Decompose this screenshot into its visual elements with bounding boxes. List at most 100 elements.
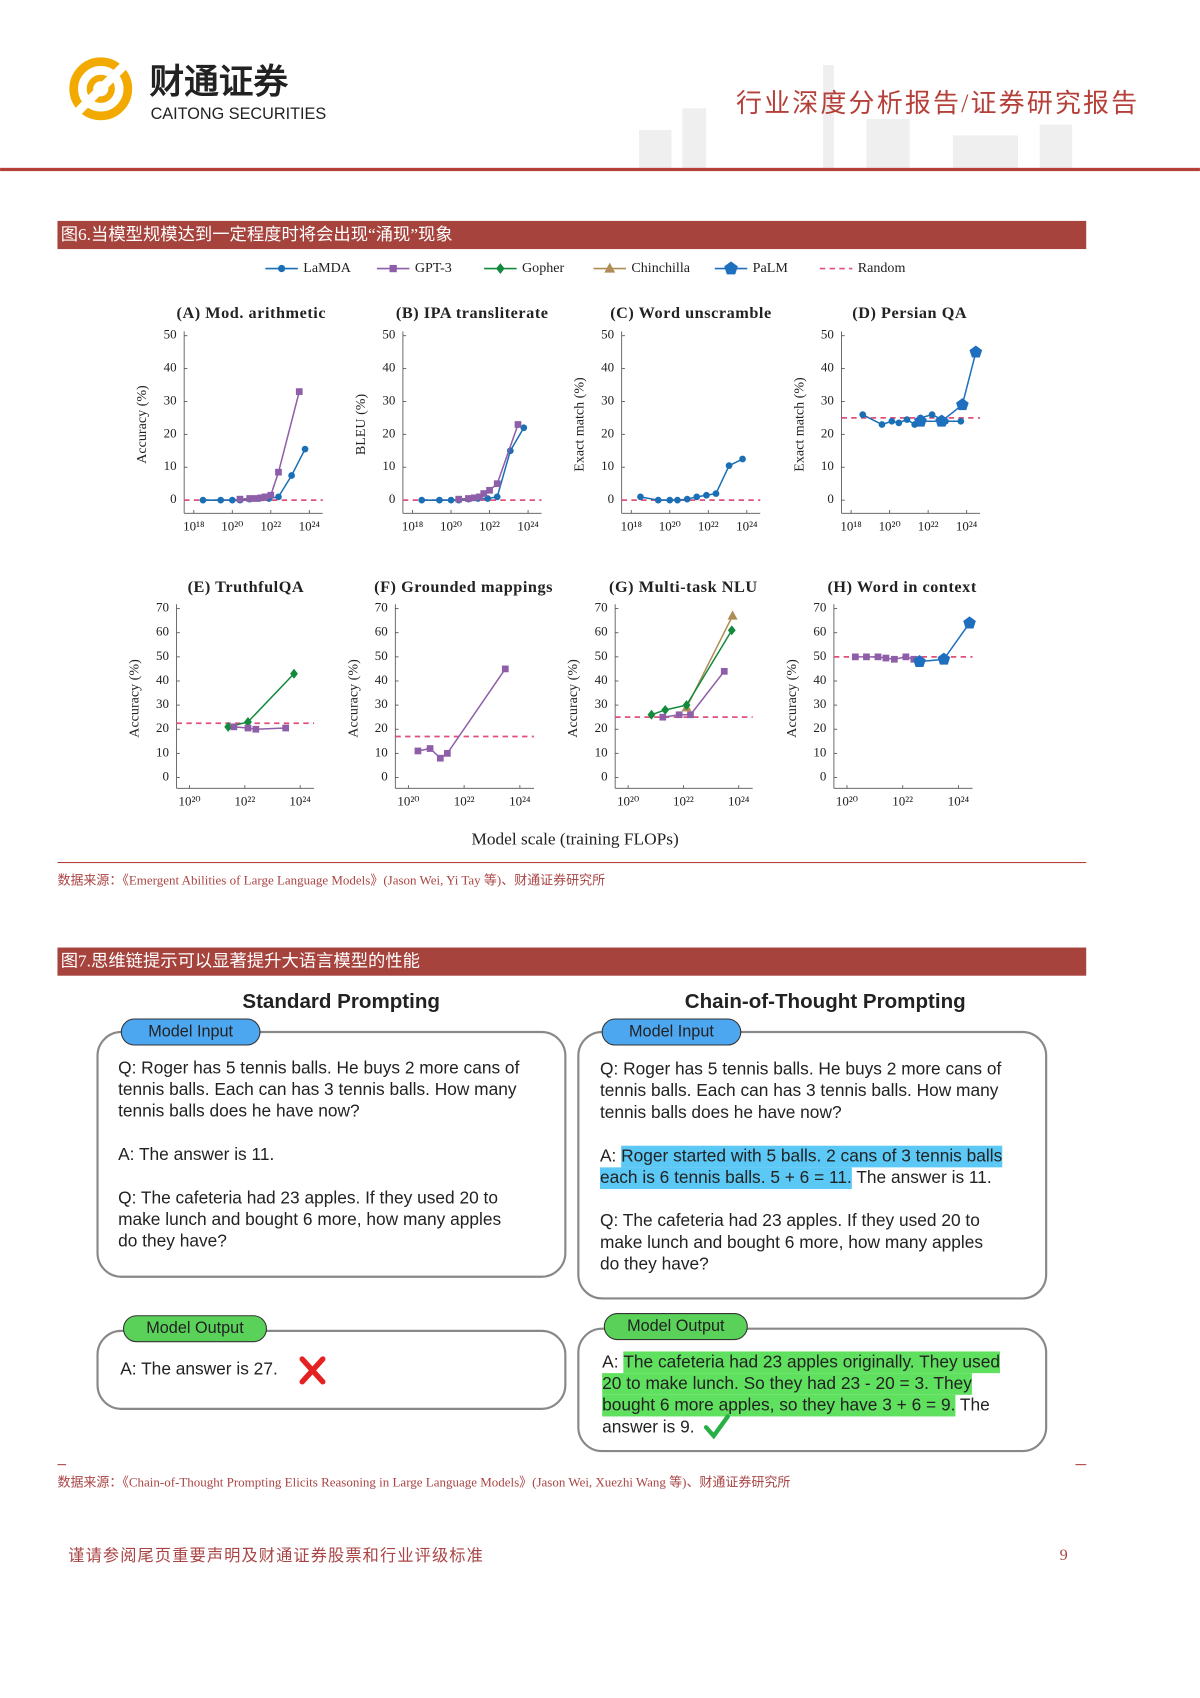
prompt-line: A: Roger started with 5 balls. 2 cans of… (600, 1145, 1003, 1165)
marker (282, 724, 290, 732)
marker (465, 495, 472, 502)
y-tick-label: 0 (163, 768, 169, 783)
marker (661, 704, 670, 715)
x-tick-label: 10²² (673, 793, 694, 808)
logo-core (86, 74, 115, 103)
input-pill (601, 1018, 742, 1046)
y-tick-label: 10 (813, 744, 826, 759)
chart-title: (C) Word unscramble (610, 304, 772, 322)
y-tick-label: 40 (601, 360, 614, 375)
y-tick-label: 40 (821, 360, 834, 375)
source: 数据来源：《Chain-of-Thought Prompting Elicits… (57, 1475, 790, 1490)
y-tick-label: 40 (375, 672, 388, 687)
legend-label: Chinchilla (631, 260, 690, 276)
prompt-line: Q: Roger has 5 tennis balls. He buys 2 m… (118, 1057, 519, 1077)
y-tick-label: 0 (389, 491, 396, 506)
marker (963, 616, 976, 629)
series-line (421, 427, 525, 501)
x-tick-label: 10¹⁸ (183, 518, 205, 533)
y-tick-label: 10 (601, 458, 614, 473)
marker (301, 445, 309, 453)
highlighted-text: The cafeteria had 23 apples originally. … (623, 1351, 1000, 1371)
x-tick-label: 10²⁴ (956, 518, 978, 533)
chart: (C) Word unscramble Exact match (%) 0 10 20 3… (572, 304, 772, 534)
x-tick-label: 10²⁴ (509, 793, 531, 808)
y-tick-label: 40 (164, 360, 177, 375)
chart-title: (H) Word in context (827, 578, 976, 596)
y-tick-label: 60 (156, 624, 169, 639)
x-tick-label: 10²⁰ (836, 793, 858, 808)
prompt-line: do they have? (600, 1253, 709, 1273)
y-tick-label: 30 (375, 696, 388, 711)
x-tick-label: 10²⁰ (440, 518, 462, 533)
series-line (239, 391, 301, 500)
y-tick-label: 30 (164, 392, 177, 407)
y-axis-label: BLEU (%) (353, 394, 369, 456)
marker (969, 345, 983, 358)
marker (277, 264, 286, 273)
chart: (A) Mod. arithmetic Accuracy (%) 0 10 20 30 40… (134, 304, 327, 534)
prompt-line: tennis balls. Each can has 3 tennis ball… (118, 1079, 517, 1099)
series-line (233, 726, 286, 730)
marker (252, 725, 260, 733)
chart-title: (G) Multi-task NLU (609, 578, 758, 596)
marker (659, 713, 667, 721)
marker (913, 655, 926, 668)
highlight (623, 1351, 1000, 1374)
chart-title: (D) Persian QA (852, 304, 967, 322)
disclaimer: 谨请参阅尾页重要声明及财通证券股票和行业评级标准 (68, 1547, 484, 1565)
y-tick-label: 40 (156, 672, 169, 687)
y-tick-label: 20 (375, 720, 388, 735)
x-tick-label: 10²⁰ (659, 518, 681, 533)
marker (703, 491, 710, 499)
highlight (599, 1167, 852, 1190)
logo-en: CAITONG SECURITIES (151, 105, 327, 123)
prompt-line: make lunch and bought 6 more, how many a… (600, 1232, 983, 1252)
chart: (H) Word in context Accuracy (%) 0 10 20 30 40… (784, 578, 976, 809)
x-tick-label: 10²⁴ (299, 518, 321, 533)
marker (275, 493, 282, 501)
input-label: Model Input (148, 1022, 233, 1040)
y-tick-label: 20 (164, 425, 177, 440)
marker (501, 665, 509, 673)
y-tick-label: 70 (156, 600, 169, 615)
y-tick-label: 20 (601, 425, 614, 440)
marker (882, 654, 890, 662)
y-tick-label: 50 (156, 648, 169, 663)
marker (436, 754, 444, 762)
y-tick-label: 0 (601, 768, 608, 783)
prompt-line: tennis balls. Each can has 3 tennis ball… (600, 1080, 999, 1100)
chart-title: (B) IPA transliterate (396, 304, 549, 322)
marker (724, 261, 738, 275)
marker (687, 711, 694, 719)
y-axis-label: Accuracy (%) (565, 659, 581, 738)
output-pill (603, 1313, 748, 1341)
text-segment: The (955, 1394, 989, 1414)
marker (693, 493, 701, 501)
legend-label: Gopher (522, 260, 564, 276)
logo-ring (69, 57, 133, 121)
chart-title: (A) Mod. arithmetic (177, 304, 327, 322)
marker (675, 711, 683, 719)
output-box (96, 1329, 567, 1410)
y-tick-label: 30 (821, 392, 834, 407)
marker (654, 496, 662, 504)
y-tick-label: 50 (164, 327, 177, 342)
x-tick-label: 10²² (892, 793, 913, 808)
marker (426, 745, 434, 752)
y-tick-label: 0 (827, 491, 834, 506)
skyline (638, 64, 1073, 169)
marker (496, 263, 505, 274)
series-line (640, 458, 743, 501)
x-tick-label: 10²² (698, 518, 719, 533)
rule-tick (1075, 1464, 1087, 1466)
prompt-line: A: The cafeteria had 23 apples originall… (602, 1351, 1000, 1371)
marker (261, 493, 269, 501)
input-box (96, 1030, 567, 1278)
y-tick-label: 50 (821, 327, 834, 342)
logo-cut (73, 61, 129, 117)
input-pill (120, 1018, 261, 1046)
series-line (920, 351, 977, 423)
prompt-line: 20 to make lunch. So they had 23 - 20 = … (602, 1373, 972, 1393)
